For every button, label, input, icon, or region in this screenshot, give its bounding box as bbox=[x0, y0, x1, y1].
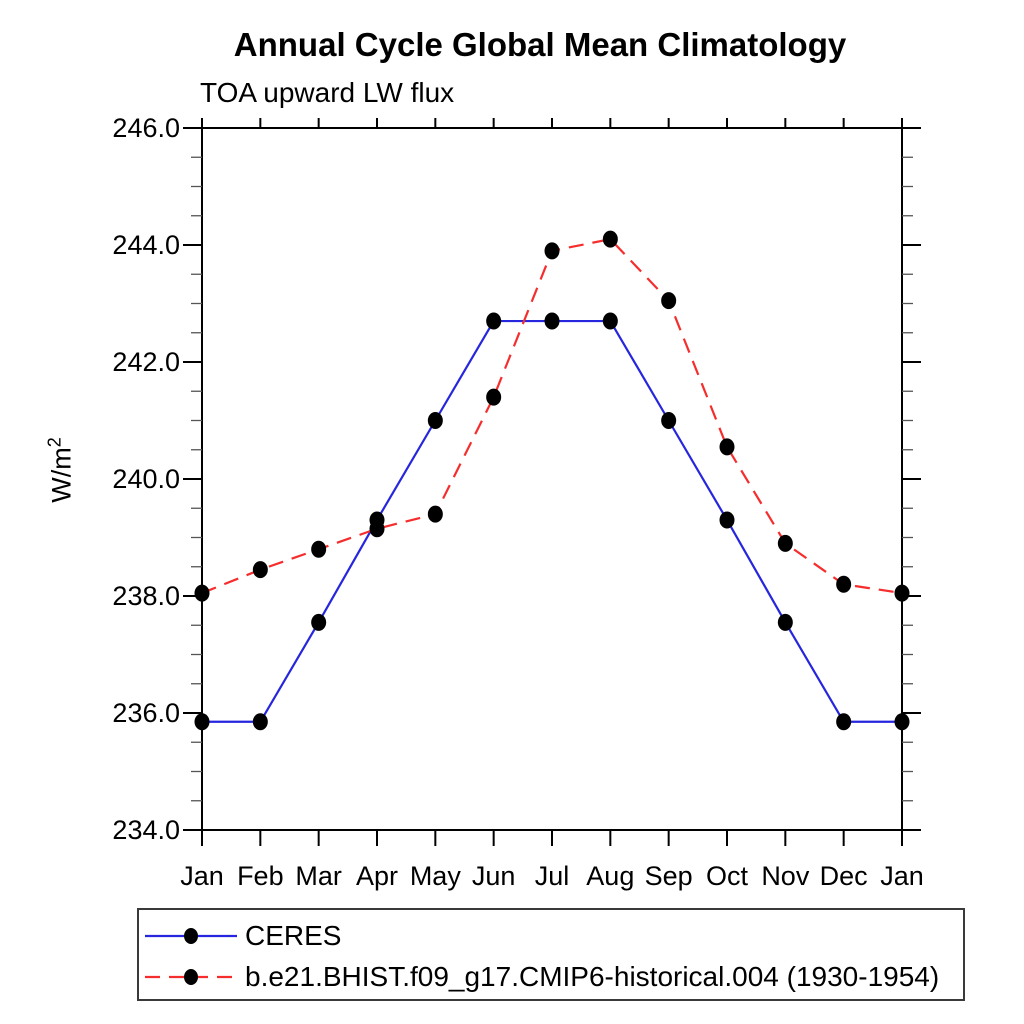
chart-title: Annual Cycle Global Mean Climatology bbox=[233, 26, 847, 63]
data-point-dot bbox=[777, 534, 793, 552]
data-point-dot bbox=[894, 713, 910, 731]
data-point-dot bbox=[486, 312, 502, 330]
legend-line-sample-model bbox=[145, 968, 237, 985]
data-point-dot bbox=[602, 312, 618, 330]
chart-subtitle: TOA upward LW flux bbox=[200, 77, 455, 108]
y-tick-label: 238.0 bbox=[112, 581, 180, 611]
x-tick-label: Aug bbox=[586, 861, 634, 891]
x-tick-label: Jan bbox=[880, 861, 924, 891]
data-point-dot bbox=[544, 242, 560, 260]
data-point-dot bbox=[427, 412, 443, 429]
data-point-dot bbox=[719, 438, 735, 456]
legend-marker-dot-icon bbox=[184, 968, 198, 985]
y-axis-tick-labels: 234.0 236.0 238.0 240.0 242.0 244.0 246.0 bbox=[112, 113, 180, 845]
data-point-dot bbox=[369, 520, 385, 538]
x-tick-label: Jun bbox=[472, 861, 516, 891]
y-tick-label: 240.0 bbox=[112, 464, 180, 494]
x-tick-label: Apr bbox=[356, 861, 398, 891]
data-point-dot bbox=[602, 230, 618, 248]
data-point-dot bbox=[661, 412, 677, 429]
data-point-dot bbox=[194, 713, 210, 731]
data-point-dot bbox=[894, 584, 910, 602]
y-tick-label: 244.0 bbox=[112, 230, 180, 260]
legend-marker-dot-icon bbox=[184, 927, 198, 944]
x-tick-label: Nov bbox=[761, 861, 810, 891]
data-point-dot bbox=[427, 505, 443, 523]
data-point-dot bbox=[311, 613, 327, 631]
data-point-dot bbox=[311, 540, 327, 558]
x-tick-label: May bbox=[410, 861, 462, 891]
data-point-dot bbox=[836, 575, 852, 593]
legend-label-model: b.e21.BHIST.f09_g17.CMIP6-historical.004… bbox=[245, 960, 940, 992]
data-point-markers bbox=[194, 230, 910, 731]
series-line-0 bbox=[202, 319, 902, 723]
x-tick-label: Feb bbox=[237, 861, 284, 891]
legend-item-model: b.e21.BHIST.f09_g17.CMIP6-historical.004… bbox=[139, 956, 963, 997]
legend: CERES b.e21.BHIST.f09_g17.CMIP6-historic… bbox=[137, 908, 965, 1001]
x-tick-label: Mar bbox=[295, 861, 342, 891]
plot-frame bbox=[201, 127, 903, 831]
legend-item-ceres: CERES bbox=[139, 915, 963, 956]
data-point-dot bbox=[836, 713, 852, 731]
legend-line-sample-ceres bbox=[145, 927, 237, 944]
data-point-dot bbox=[252, 561, 268, 579]
x-axis-tick-labels: Jan Feb Mar Apr May Jun Jul Aug Sep Oct Nov Dec Jan bbox=[180, 861, 924, 891]
x-axis-ticks bbox=[201, 118, 903, 846]
y-tick-label: 236.0 bbox=[112, 698, 180, 728]
x-tick-label: Dec bbox=[820, 861, 868, 891]
x-tick-label: Jan bbox=[180, 861, 224, 891]
data-point-dot bbox=[194, 584, 210, 602]
data-point-dot bbox=[719, 511, 735, 529]
x-tick-label: Jul bbox=[535, 861, 570, 891]
data-point-dot bbox=[661, 292, 677, 310]
x-tick-label: Oct bbox=[706, 861, 749, 891]
y-axis-ticks bbox=[183, 127, 921, 831]
legend-label-ceres: CERES bbox=[245, 919, 342, 951]
data-point-dot bbox=[544, 312, 560, 330]
y-tick-label: 242.0 bbox=[112, 347, 180, 377]
data-point-dot bbox=[777, 613, 793, 631]
x-tick-label: Sep bbox=[645, 861, 693, 891]
y-tick-label: 234.0 bbox=[112, 815, 180, 845]
y-tick-label: 246.0 bbox=[112, 113, 180, 143]
data-point-dot bbox=[486, 388, 502, 406]
series-line-1 bbox=[201, 237, 903, 595]
data-point-dot bbox=[252, 713, 268, 731]
